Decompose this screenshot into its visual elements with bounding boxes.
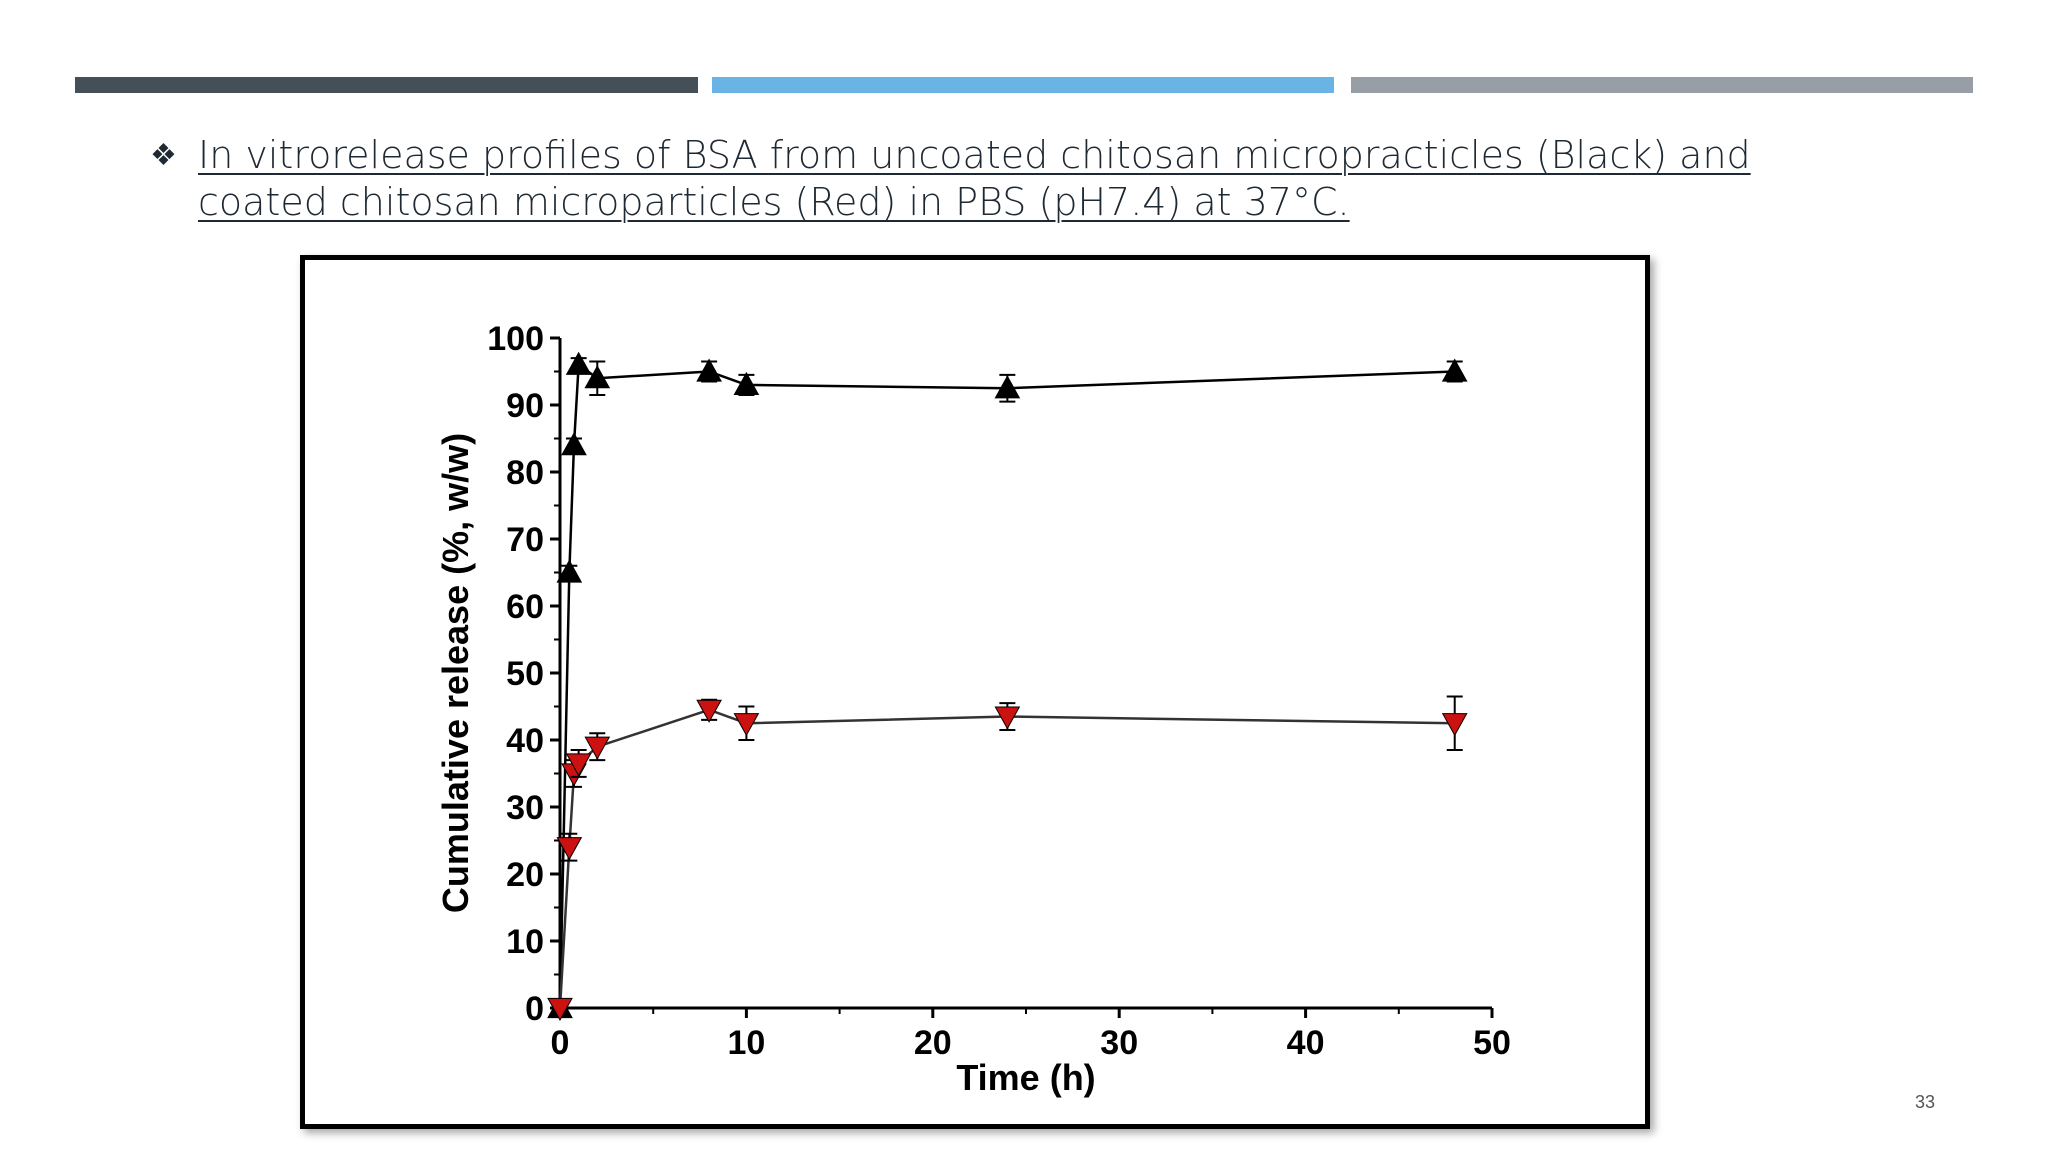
y-tick-label: 70 <box>506 521 544 559</box>
data-point <box>994 706 1021 730</box>
data-point <box>994 375 1021 399</box>
header-bar-blue <box>712 77 1334 93</box>
data-point <box>696 699 722 723</box>
series-line <box>558 708 1455 1009</box>
y-tick-label: 90 <box>506 387 544 425</box>
data-point <box>733 713 760 737</box>
data-point <box>556 837 583 861</box>
y-tick-label: 10 <box>506 923 544 961</box>
data-point <box>547 997 573 1022</box>
data-point <box>565 753 592 777</box>
y-tick-label: 0 <box>525 990 544 1028</box>
y-tick-label: 30 <box>506 789 544 827</box>
x-tick-label: 50 <box>1473 1024 1511 1062</box>
x-tick-label: 0 <box>551 1024 570 1062</box>
data-point <box>584 365 611 389</box>
y-tick-label: 60 <box>506 588 544 626</box>
caption-text: In vitrorelease profiles of BSA from unc… <box>198 133 1751 224</box>
diamond-bullet-icon: ❖ <box>150 138 177 173</box>
y-tick-label: 80 <box>506 454 544 492</box>
data-point <box>584 736 611 760</box>
chart-frame: 0 10 20 30 40 50 60 70 80 90 100 0 10 20 30 40 50 Time (h… <box>300 255 1650 1129</box>
data-point <box>733 371 760 395</box>
y-tick-label: 20 <box>506 856 544 894</box>
slide-caption: ❖ In vitrorelease profiles of BSA from u… <box>150 132 1890 226</box>
data-point <box>556 559 583 583</box>
data-point <box>696 358 722 382</box>
x-axis-title: Time (h) <box>956 1057 1095 1098</box>
x-tick-label: 30 <box>1100 1024 1138 1062</box>
data-point <box>561 432 587 456</box>
data-point <box>565 351 592 375</box>
data-point <box>1441 713 1468 737</box>
y-tick-label: 50 <box>506 655 544 693</box>
y-axis-title: Cumulative release (%, w/w) <box>435 433 476 913</box>
y-tick-label: 40 <box>506 722 544 760</box>
x-tick-label: 40 <box>1287 1024 1325 1062</box>
header-bar-gray <box>1351 77 1973 93</box>
x-tick-label: 20 <box>914 1024 952 1062</box>
x-tick-label: 10 <box>727 1024 765 1062</box>
header-bar-dark <box>75 77 698 93</box>
release-chart: 0 10 20 30 40 50 60 70 80 90 100 0 10 20 30 40 50 Time (h… <box>435 320 1511 1098</box>
series-line <box>558 362 1455 1009</box>
slide-number: 33 <box>1914 1092 1935 1112</box>
data-point <box>1441 358 1468 382</box>
y-tick-label: 100 <box>487 320 544 358</box>
